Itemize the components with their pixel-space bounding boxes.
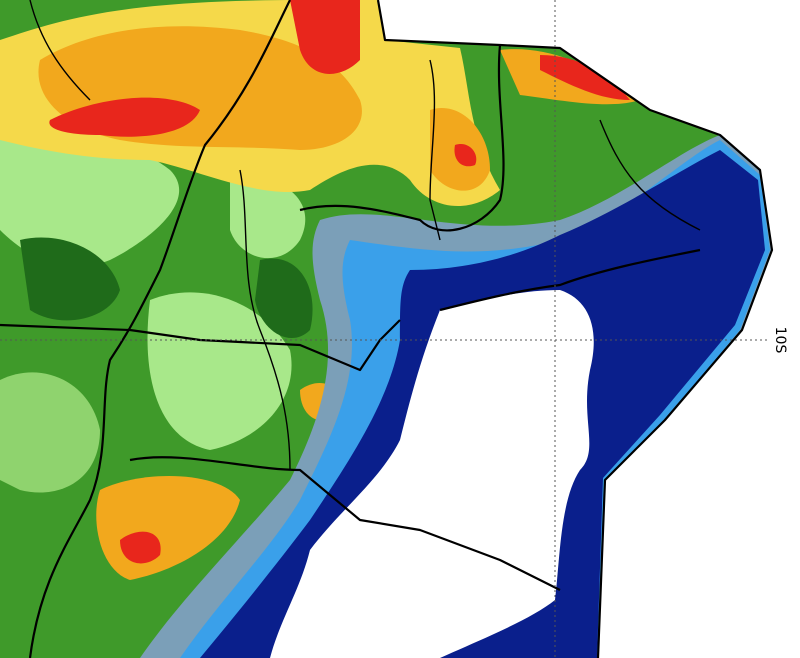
red-area (49, 97, 200, 137)
state-border (429, 59, 441, 241)
dark-green (20, 237, 120, 321)
red-area (454, 144, 477, 167)
state-border (599, 119, 701, 231)
state-border (439, 248, 701, 312)
ocean (378, 0, 800, 658)
latitude-label: 10S (772, 327, 788, 354)
state-border (129, 456, 561, 591)
dark-green (255, 258, 313, 339)
state-border (299, 44, 505, 232)
state-border (28, 0, 291, 658)
state-border (29, 0, 91, 101)
state-border (239, 169, 291, 471)
coastline (376, 0, 774, 658)
light-green (147, 292, 292, 450)
graticule (0, 0, 770, 658)
borders (0, 0, 774, 658)
red-area (120, 531, 161, 564)
red-area (540, 55, 630, 100)
light-green (230, 178, 306, 259)
red-area (290, 0, 360, 74)
light-green (0, 372, 100, 493)
